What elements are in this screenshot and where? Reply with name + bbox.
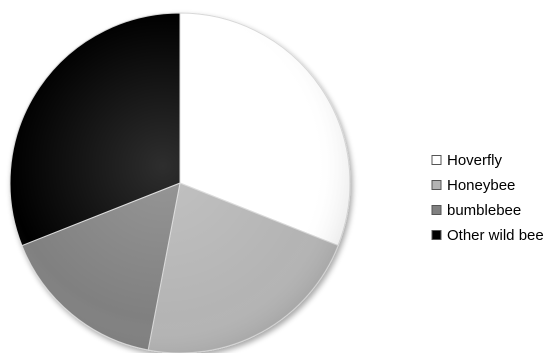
pie-slices (9, 12, 351, 353)
legend-label-other-wild-bee: Other wild bee (447, 227, 544, 244)
legend-swatch-other-wild-bee (431, 230, 442, 240)
legend-swatch-bumblebee (431, 205, 442, 215)
legend-label-bumblebee: bumblebee (447, 202, 521, 219)
legend-swatch-hoverfly (431, 155, 442, 165)
legend-label-hoverfly: Hoverfly (447, 152, 503, 169)
legend-label-honeybee: Honeybee (447, 177, 515, 194)
legend: Hoverfly Honeybee bumblebee Other wild bee (431, 152, 544, 244)
legend-swatch-honeybee (431, 180, 442, 190)
